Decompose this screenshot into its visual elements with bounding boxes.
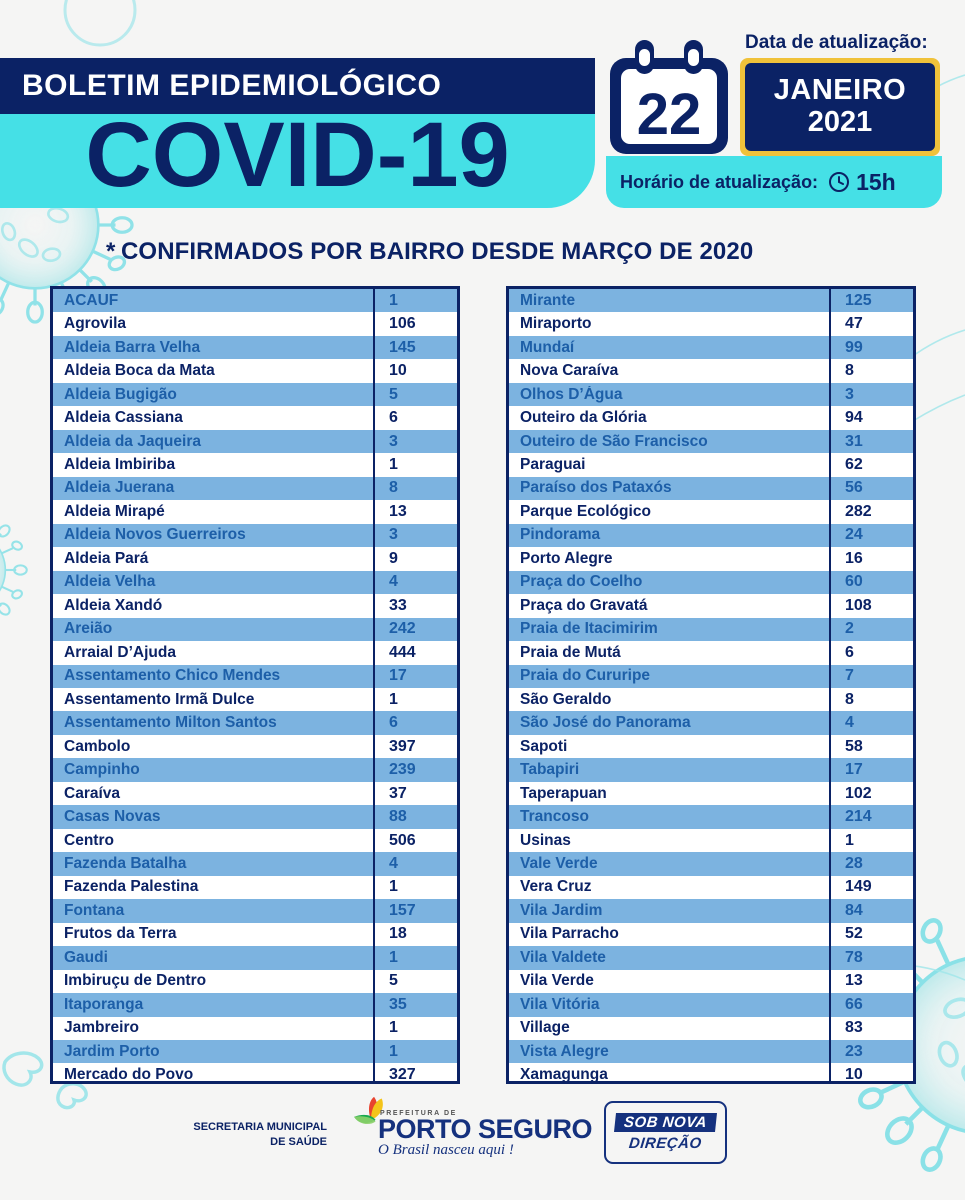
svg-text:22: 22	[637, 82, 702, 147]
